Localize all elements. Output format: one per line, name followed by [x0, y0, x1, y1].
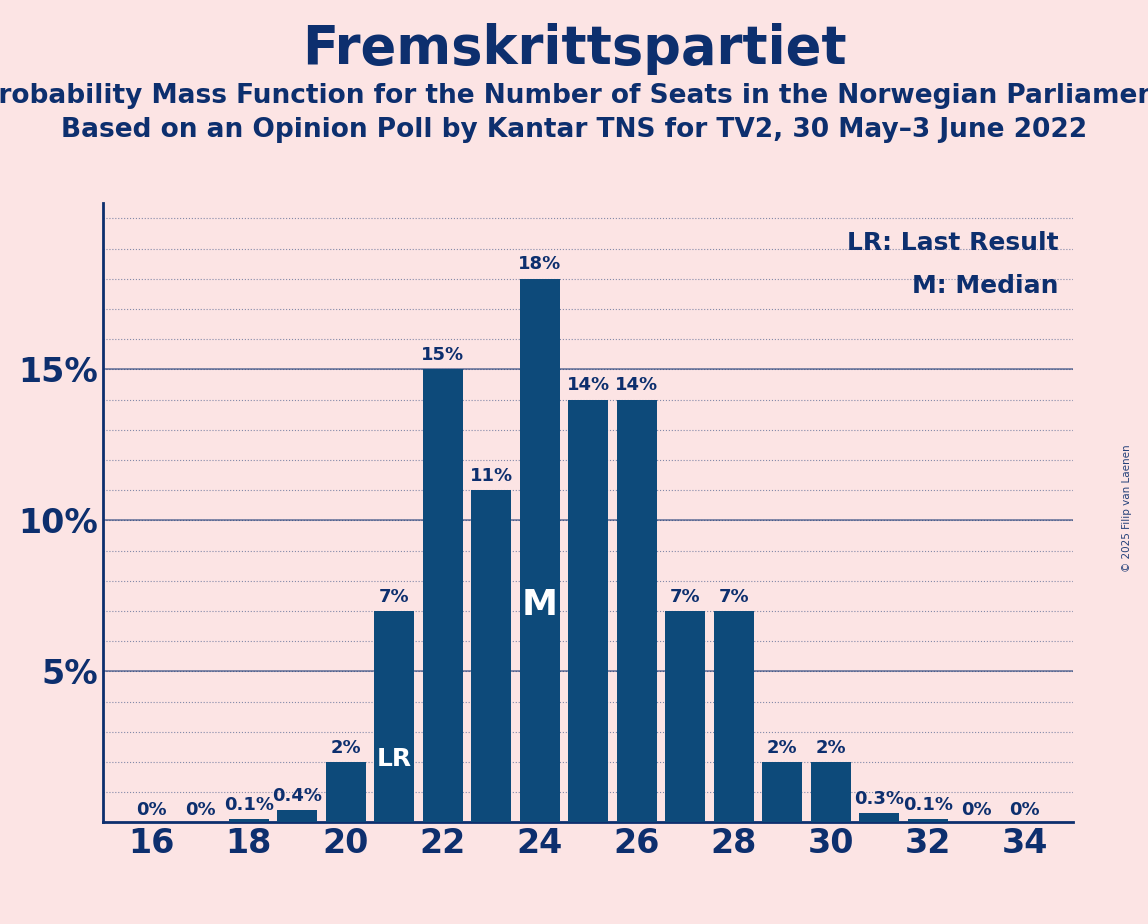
Text: © 2025 Filip van Laenen: © 2025 Filip van Laenen: [1123, 444, 1132, 572]
Bar: [810, 762, 851, 822]
Text: 0.1%: 0.1%: [224, 796, 274, 814]
Text: 2%: 2%: [767, 738, 798, 757]
Text: LR: Last Result: LR: Last Result: [847, 231, 1058, 255]
Bar: [666, 611, 705, 822]
Text: 14%: 14%: [615, 376, 659, 395]
Bar: [228, 820, 269, 822]
Text: 2%: 2%: [815, 738, 846, 757]
Text: 15%: 15%: [421, 346, 465, 364]
Bar: [860, 813, 899, 822]
Text: 0%: 0%: [1009, 801, 1040, 820]
Text: 0.4%: 0.4%: [272, 787, 323, 805]
Text: 14%: 14%: [567, 376, 610, 395]
Bar: [374, 611, 414, 822]
Text: 0.1%: 0.1%: [902, 796, 953, 814]
Bar: [422, 370, 463, 822]
Text: 0.3%: 0.3%: [854, 790, 905, 808]
Text: 2%: 2%: [331, 738, 362, 757]
Text: 7%: 7%: [670, 588, 700, 605]
Bar: [762, 762, 802, 822]
Text: M: M: [522, 588, 558, 622]
Bar: [568, 399, 608, 822]
Bar: [472, 490, 511, 822]
Text: 11%: 11%: [470, 467, 513, 485]
Bar: [908, 820, 948, 822]
Text: Probability Mass Function for the Number of Seats in the Norwegian Parliament: Probability Mass Function for the Number…: [0, 83, 1148, 109]
Text: Fremskrittspartiet: Fremskrittspartiet: [302, 23, 846, 75]
Text: Based on an Opinion Poll by Kantar TNS for TV2, 30 May–3 June 2022: Based on an Opinion Poll by Kantar TNS f…: [61, 117, 1087, 143]
Text: 7%: 7%: [719, 588, 750, 605]
Bar: [326, 762, 366, 822]
Bar: [616, 399, 657, 822]
Bar: [714, 611, 754, 822]
Text: 18%: 18%: [518, 255, 561, 274]
Text: 7%: 7%: [379, 588, 410, 605]
Text: 0%: 0%: [185, 801, 216, 820]
Text: M: Median: M: Median: [913, 274, 1058, 298]
Bar: [520, 279, 560, 822]
Text: 0%: 0%: [961, 801, 992, 820]
Text: 0%: 0%: [137, 801, 168, 820]
Text: LR: LR: [377, 747, 412, 771]
Bar: [278, 810, 317, 822]
